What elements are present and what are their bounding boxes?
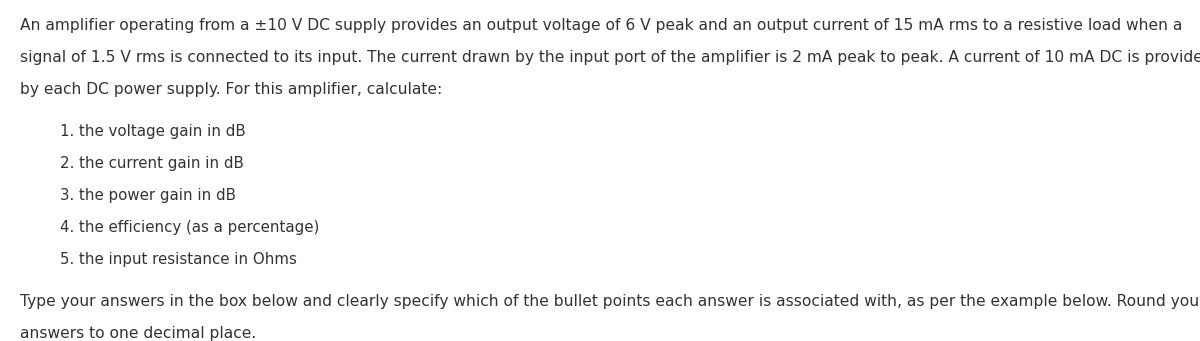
Text: 1. the voltage gain in dB: 1. the voltage gain in dB [60, 124, 246, 139]
Text: by each DC power supply. For this amplifier, calculate:: by each DC power supply. For this amplif… [20, 82, 443, 97]
Text: 3. the power gain in dB: 3. the power gain in dB [60, 188, 236, 203]
Text: Type your answers in the box below and clearly specify which of the bullet point: Type your answers in the box below and c… [20, 294, 1200, 309]
Text: 5. the input resistance in Ohms: 5. the input resistance in Ohms [60, 252, 296, 267]
Text: answers to one decimal place.: answers to one decimal place. [20, 326, 257, 341]
Text: 4. the efficiency (as a percentage): 4. the efficiency (as a percentage) [60, 220, 319, 235]
Text: 2. the current gain in dB: 2. the current gain in dB [60, 156, 244, 171]
Text: An amplifier operating from a ±10 V DC supply provides an output voltage of 6 V : An amplifier operating from a ±10 V DC s… [20, 18, 1182, 33]
Text: signal of 1.5 V rms is connected to its input. The current drawn by the input po: signal of 1.5 V rms is connected to its … [20, 50, 1200, 65]
